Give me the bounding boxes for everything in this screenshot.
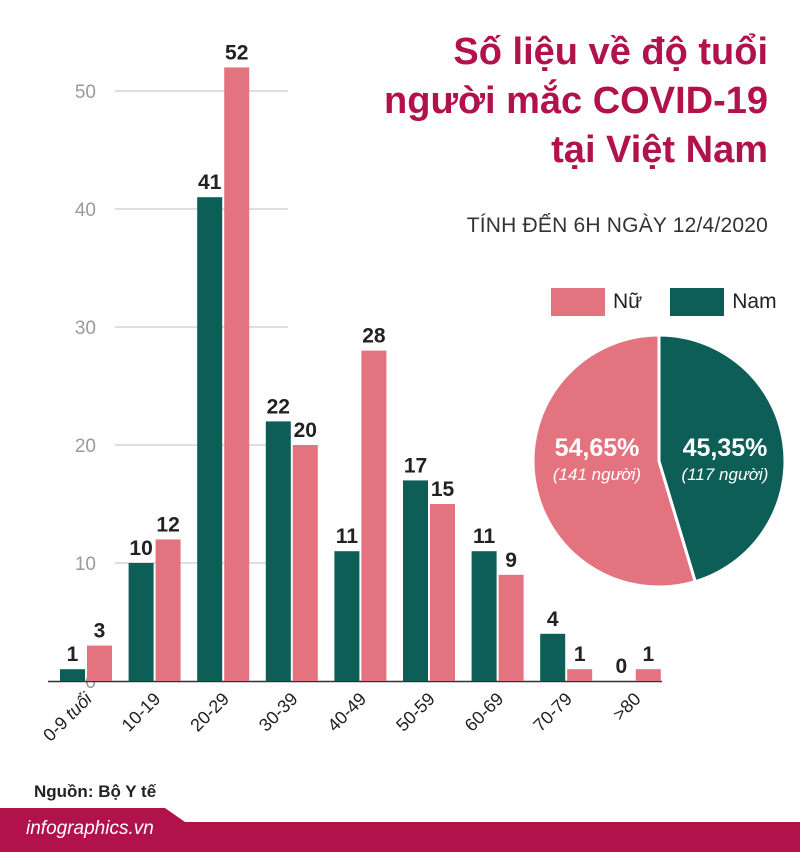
bar-female [635,669,661,681]
x-tick-label: 20-29 [186,689,233,736]
data-label-female: 28 [362,325,386,348]
legend-label-female: Nữ [613,290,643,313]
footer-tab [0,808,185,852]
data-label-male: 22 [267,395,290,418]
bar-male [265,421,291,681]
data-label-male: 41 [198,171,222,194]
data-label-male: 0 [615,655,627,678]
data-label-male: 11 [473,525,496,548]
x-tick-label: 30-39 [255,689,302,736]
data-label-male: 17 [404,454,427,477]
data-label-female: 1 [642,643,654,666]
bar-male [403,480,428,681]
pie-female-count: (141 người) [552,465,642,484]
bar-female [567,669,593,681]
legend-label-male: Nam [732,290,777,313]
data-label-female: 9 [505,549,517,572]
data-label-male: 4 [547,608,559,631]
pie-female-percent: 54,65% [554,434,640,462]
page-title: Số liệu về độ tuổi người mắc COVID-19 tạ… [288,28,768,175]
bar-female [361,350,387,681]
bar-male [60,669,85,681]
y-tick-label: 10 [75,554,96,575]
x-tick-label: 50-59 [392,689,439,736]
data-label-female: 20 [294,419,317,442]
bar-male [471,551,497,681]
x-tick-label: >80 [609,689,645,725]
bar-male [334,551,360,681]
x-tick-label: 60-69 [461,689,508,736]
subtitle: TÍNH ĐẾN 6H NGÀY 12/4/2020 [466,214,768,237]
bar-female [292,445,318,681]
data-label-male: 1 [67,643,79,666]
footer-band [0,822,800,852]
title-line-2: người mắc COVID-19 [384,80,768,122]
x-tick-label: 10-19 [118,689,165,736]
data-label-female: 1 [574,643,586,666]
x-tick-label: 70-79 [529,689,576,736]
data-label-female: 12 [156,513,179,536]
title-line-1: Số liệu về độ tuổi [453,31,768,73]
y-tick-label: 40 [75,200,96,221]
footer-site: infographics.vn [26,818,154,839]
bar-female [498,574,524,681]
x-tick-label: 0-9 tuổi [39,688,96,745]
x-tick-label: 40-49 [324,689,371,736]
legend-swatch-male [670,288,725,316]
bar-male [128,563,154,681]
pie-chart [531,333,787,589]
bar-female [430,504,455,681]
y-tick-label: 30 [75,318,96,339]
data-label-female: 15 [431,478,455,501]
legend: Nữ Nam [551,288,800,316]
bar-female [87,645,112,681]
y-tick-label: 0 [85,672,96,693]
y-tick-label: 20 [75,436,96,457]
pie-male-count: (117 người) [681,465,769,484]
bar-male [197,197,223,681]
title-line-3: tại Việt Nam [551,129,768,171]
data-label-female: 3 [94,620,106,643]
pie-label-female: 54,65% (141 người) [536,434,658,485]
source-note: Nguồn: Bộ Y tế [34,782,157,801]
pie-slice-male [657,333,787,584]
bar-female [224,67,250,681]
y-tick-label: 50 [75,82,96,103]
legend-swatch-female [551,288,605,316]
pie-slice-female [531,333,698,589]
bar-male [540,633,566,681]
bar-female [155,539,181,681]
data-label-female: 52 [225,41,248,64]
footer-bar [0,808,800,852]
data-label-male: 10 [129,537,152,560]
pie-male-percent: 45,35% [682,434,768,462]
pie-label-male: 45,35% (117 người) [664,434,786,485]
data-label-male: 11 [336,525,359,548]
